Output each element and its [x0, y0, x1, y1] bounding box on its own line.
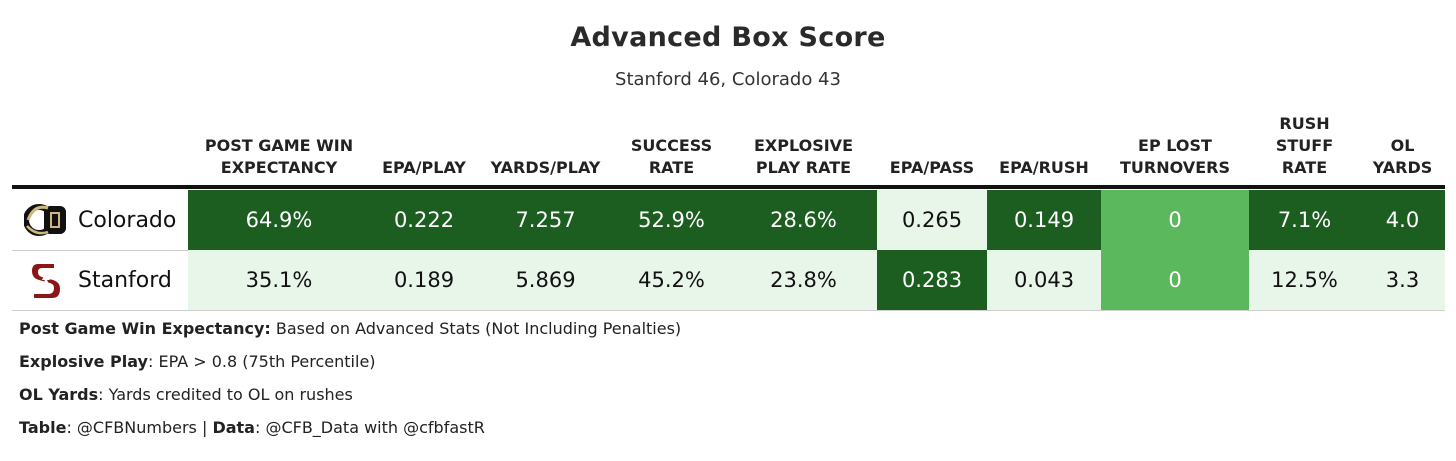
column-header-line: EP LOST [1138, 136, 1212, 155]
cell-colorado-ep-lost: 0 [1101, 190, 1249, 250]
team-name: Colorado [78, 207, 177, 233]
footnote-label: Post Game Win Expectancy: [19, 319, 271, 338]
column-header-epa-play: EPA/PLAY [370, 157, 478, 179]
column-header-epa-rush: EPA/RUSH [987, 157, 1101, 179]
column-header-line: RATE [1281, 158, 1328, 177]
footnote-label: Table [19, 418, 67, 437]
footnote-explosive-play: Explosive Play: EPA > 0.8 (75th Percenti… [19, 351, 681, 384]
footnote-text: : @CFBNumbers | [66, 418, 213, 437]
team-cell-colorado: Colorado [12, 190, 188, 250]
footnote-text: : EPA > 0.8 (75th Percentile) [147, 352, 376, 371]
cell-colorado-epa-pass: 0.265 [877, 190, 987, 250]
footnotes: Post Game Win Expectancy: Based on Advan… [19, 318, 681, 450]
cell-colorado-yds-play: 7.257 [478, 190, 613, 250]
footnote-label: Data [212, 418, 255, 437]
colorado-buffalo-logo-icon [23, 198, 68, 242]
column-header-line: YARDS/PLAY [490, 158, 601, 177]
chart-title: Advanced Box Score [570, 22, 886, 53]
chart-subtitle: Stanford 46, Colorado 43 [615, 69, 841, 90]
column-header-ol: OL YARDS [1360, 135, 1445, 179]
cell-stanford-yds-play: 5.869 [478, 250, 613, 310]
footnote-win-expectancy: Post Game Win Expectancy: Based on Advan… [19, 318, 681, 351]
cell-colorado-epa-rush: 0.149 [987, 190, 1101, 250]
column-header-line: EXPECTANCY [220, 158, 338, 177]
column-header-yds-play: YARDS/PLAY [478, 157, 613, 179]
cell-colorado-stuff: 7.1% [1249, 190, 1360, 250]
footnote-text: : @CFB_Data with @cfbfastR [254, 418, 485, 437]
footnote-text: Based on Advanced Stats (Not Including P… [270, 319, 682, 338]
header-rule [12, 185, 1445, 189]
cell-stanford-explosive: 23.8% [730, 250, 877, 310]
cell-stanford-ep-lost: 0 [1101, 250, 1249, 310]
cell-stanford-epa-pass: 0.283 [877, 250, 987, 310]
row-divider [12, 310, 1445, 311]
column-header-line: STUFF [1275, 136, 1334, 155]
footnote-text: : Yards credited to OL on rushes [98, 385, 353, 404]
column-header-line: EPA/PLAY [382, 158, 466, 177]
column-header-line: EXPLOSIVE [753, 136, 853, 155]
column-header-wp: POST GAME WIN EXPECTANCY [188, 135, 370, 179]
cell-stanford-wp: 35.1% [188, 250, 370, 310]
cell-stanford-success: 45.2% [613, 250, 730, 310]
cell-colorado-epa-play: 0.222 [370, 190, 478, 250]
column-header-line: PLAY RATE [755, 158, 852, 177]
cell-colorado-explosive: 28.6% [730, 190, 877, 250]
column-header-line: RUSH [1279, 114, 1330, 133]
team-cell-stanford: Stanford [12, 250, 188, 310]
column-header-line: EPA/PASS [889, 158, 975, 177]
column-header-epa-pass: EPA/PASS [877, 157, 987, 179]
column-header-line: EPA/RUSH [999, 158, 1089, 177]
footnote-ol-yards: OL Yards: Yards credited to OL on rushes [19, 384, 681, 417]
column-header-line: TURNOVERS [1120, 158, 1230, 177]
stanford-s-tree-logo-icon [24, 258, 68, 302]
column-header-success: SUCCESS RATE [613, 135, 730, 179]
column-header-explosive: EXPLOSIVE PLAY RATE [730, 135, 877, 179]
column-header-line: RATE [648, 158, 695, 177]
column-header-line: SUCCESS [630, 136, 713, 155]
team-name: Stanford [78, 267, 172, 293]
cell-stanford-epa-play: 0.189 [370, 250, 478, 310]
footnote-credits: Table: @CFBNumbers | Data: @CFB_Data wit… [19, 417, 681, 450]
cell-stanford-ol: 3.3 [1360, 250, 1445, 310]
cell-colorado-ol: 4.0 [1360, 190, 1445, 250]
footnote-label: Explosive Play [19, 352, 148, 371]
cell-stanford-stuff: 12.5% [1249, 250, 1360, 310]
cell-colorado-success: 52.9% [613, 190, 730, 250]
column-header-ep-lost: EP LOST TURNOVERS [1101, 135, 1249, 179]
footnote-label: OL Yards [19, 385, 99, 404]
column-header-stuff: RUSH STUFF RATE [1249, 113, 1360, 179]
cell-stanford-epa-rush: 0.043 [987, 250, 1101, 310]
cell-colorado-wp: 64.9% [188, 190, 370, 250]
column-header-line: OL [1390, 136, 1415, 155]
column-header-line: YARDS [1372, 158, 1433, 177]
column-header-line: POST GAME WIN [204, 136, 354, 155]
